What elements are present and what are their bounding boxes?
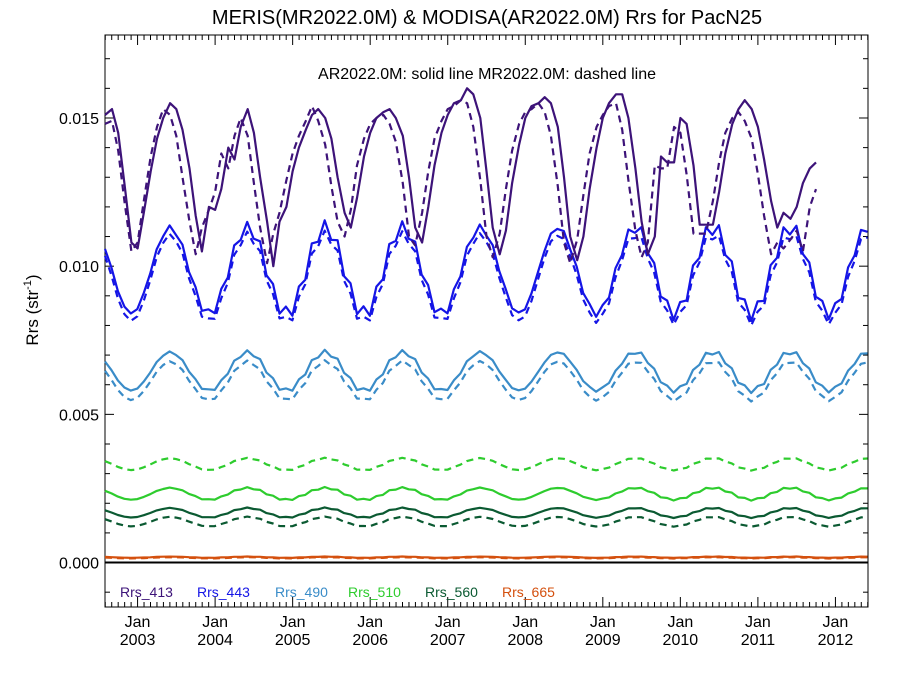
x-tick-month: Jan <box>823 614 849 631</box>
x-tick-year: 2012 <box>818 632 854 649</box>
x-tick-month: Jan <box>357 614 383 631</box>
series-rrs-490-dashed <box>104 359 868 403</box>
y-axis-label-close: ) <box>23 274 42 280</box>
x-tick-month: Jan <box>745 614 771 631</box>
plot-area: 0.0000.0050.0100.015Jan2003Jan2004Jan200… <box>59 34 869 649</box>
legend-item: Rrs_490 <box>275 584 328 600</box>
x-tick-year: 2004 <box>197 632 233 649</box>
chart-annotation: AR2022.0M: solid line MR2022.0M: dashed … <box>318 66 656 83</box>
series-rrs-510-solid <box>104 485 868 502</box>
series-rrs-560-solid <box>104 506 868 520</box>
y-axis-label-sup: -1 <box>22 280 34 290</box>
chart-title: MERIS(MR2022.0M) & MODISA(AR2022.0M) Rrs… <box>212 7 762 29</box>
y-tick-label: 0.005 <box>59 407 99 424</box>
series-rrs-665-solid <box>104 555 868 559</box>
x-tick-month: Jan <box>435 614 461 631</box>
y-axis-label-main: Rrs (str <box>23 290 42 346</box>
series-rrs-413-dashed <box>104 99 818 265</box>
x-tick-year: 2007 <box>430 632 466 649</box>
x-tick-month: Jan <box>667 614 693 631</box>
y-tick-label: 0.015 <box>59 111 99 128</box>
series-rrs-490-solid <box>104 348 868 395</box>
series-rrs-443-dashed <box>103 229 868 327</box>
y-tick-label: 0.000 <box>59 556 99 573</box>
legend-item: Rrs_413 <box>120 584 173 600</box>
x-tick-year: 2011 <box>741 632 776 649</box>
x-tick-year: 2010 <box>663 632 699 649</box>
x-tick-year: 2003 <box>120 632 156 649</box>
legend-item: Rrs_665 <box>502 584 555 600</box>
x-tick-month: Jan <box>590 614 616 631</box>
legend-item: Rrs_443 <box>197 584 250 600</box>
y-axis-label: Rrs (str-1) <box>22 274 42 345</box>
x-tick-year: 2006 <box>352 632 388 649</box>
legend-item: Rrs_560 <box>425 584 478 600</box>
x-tick-month: Jan <box>202 614 228 631</box>
series-rrs-510-dashed <box>104 456 868 472</box>
y-tick-label: 0.010 <box>59 259 99 276</box>
x-tick-year: 2008 <box>507 632 543 649</box>
x-tick-year: 2005 <box>275 632 311 649</box>
series-rrs-413-solid <box>104 87 817 268</box>
x-tick-month: Jan <box>280 614 306 631</box>
legend-item: Rrs_510 <box>348 584 401 600</box>
x-tick-month: Jan <box>512 614 538 631</box>
x-tick-month: Jan <box>125 614 151 631</box>
x-tick-year: 2009 <box>585 632 621 649</box>
